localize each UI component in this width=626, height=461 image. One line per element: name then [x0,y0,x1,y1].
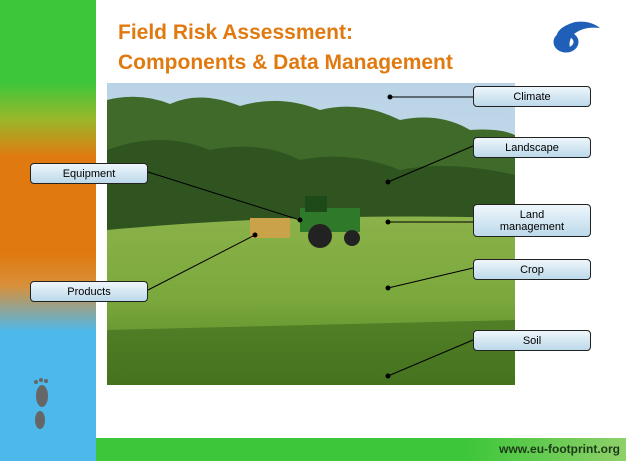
footer-bar: www.eu-footprint.org [96,438,626,461]
title-line: Field Risk Assessment: [118,18,453,48]
callout: Products [30,281,148,302]
callout: Land management [473,204,591,237]
callout: Crop [473,259,591,280]
footer-url: www.eu-footprint.org [499,442,620,456]
title: Field Risk Assessment: Components & Data… [118,18,453,78]
slide: Field Risk Assessment: Components & Data… [0,0,626,461]
title-line: Components & Data Management [118,48,453,78]
callout: Soil [473,330,591,351]
callout: Landscape [473,137,591,158]
callout: Equipment [30,163,148,184]
callout: Climate [473,86,591,107]
